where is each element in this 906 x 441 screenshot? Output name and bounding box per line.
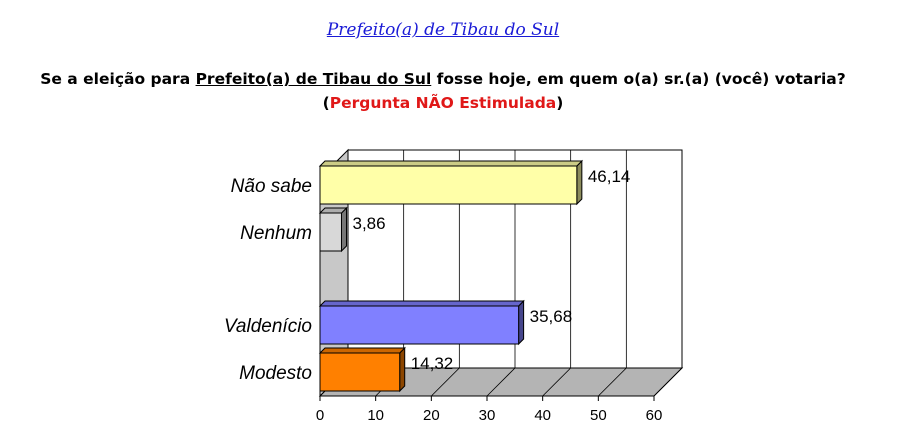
x-tick-label: 20 [423,407,440,424]
x-tick-label: 50 [590,407,607,424]
question-text: Se a eleição para Prefeito(a) de Tibau d… [0,67,886,115]
question-suffix: fosse hoje, em quem o(a) sr.(a) (você) v… [431,70,846,88]
floor-gridline [598,367,627,397]
category-label: Não sabe [231,176,312,197]
bar [319,352,401,392]
bar [319,212,342,252]
page-title-link[interactable]: Prefeito(a) de Tibau do Sul [326,20,560,40]
x-tick-label: 0 [316,407,324,424]
x-tick-label: 60 [646,407,663,424]
bar-group [318,346,406,393]
bar-group [318,206,348,253]
bar-group [318,159,584,206]
category-label: Nenhum [240,223,312,244]
bar-top [318,207,348,214]
floor-gridline [542,367,571,397]
floor-gridline [653,367,683,397]
subtitle-close: ) [556,94,564,112]
x-tick-label: 10 [367,407,384,424]
floor-gridline [486,367,516,397]
bar-side [340,206,347,253]
bar-top [318,300,525,307]
bar-side [518,299,525,346]
floor-gridline [431,367,460,397]
bar [319,165,578,205]
subtitle-open: ( [322,94,330,112]
x-tick-label: 40 [534,407,551,424]
bar-side [399,346,406,393]
question-office: Prefeito(a) de Tibau do Sul [195,70,432,88]
data-label: 35,68 [530,307,573,326]
subtitle-red: Pergunta NÃO Estimulada [329,94,557,112]
x-tick-label: 30 [479,407,496,424]
bar-group [318,299,525,346]
category-label: Modesto [239,363,312,384]
data-label: 3,86 [352,214,385,233]
question-prefix: Se a eleição para [40,70,196,88]
data-label: 14,32 [411,354,454,373]
bar-top [318,347,406,354]
bar-side [576,159,583,206]
bar [319,305,520,345]
bar-top [318,160,584,167]
data-label: 46,14 [588,167,631,186]
category-label: Valdenício [224,316,312,337]
